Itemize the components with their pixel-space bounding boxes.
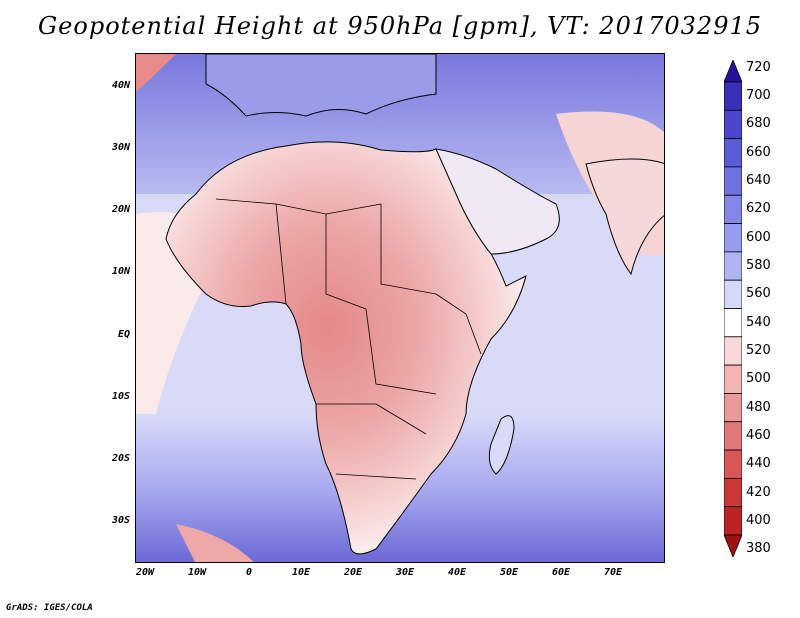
- colorbar-bottom-arrow: [724, 534, 742, 557]
- lat-label-20s: 20S: [111, 453, 130, 464]
- lon-label-20w: 20W: [135, 567, 155, 578]
- chart-title: Geopotential Height at 950hPa [gpm], VT:…: [38, 12, 762, 40]
- colorbar-swatch: [724, 279, 742, 309]
- colorbar-swatch: [724, 449, 742, 479]
- lat-label-40n: 40N: [111, 80, 130, 91]
- map-panel: [135, 53, 665, 563]
- lon-label-60e: 60E: [551, 567, 571, 578]
- colorbar-tick-label: 600: [746, 229, 771, 245]
- lon-label-50e: 50E: [499, 567, 519, 578]
- geopotential-map: [136, 54, 664, 562]
- colorbar-tick-label: 560: [746, 286, 771, 302]
- madagascar: [488, 415, 515, 475]
- colorbar-swatch: [724, 308, 742, 338]
- colorbar-swatch: [724, 421, 742, 451]
- colorbar-swatch: [724, 166, 742, 196]
- colorbar-tick-label: 540: [746, 314, 771, 330]
- lat-label-eq: EQ: [117, 329, 130, 340]
- lon-label-0: 0: [245, 567, 253, 578]
- colorbar-swatch: [724, 506, 742, 536]
- southwest-high-pocket: [176, 524, 254, 562]
- colorbar-tick-label: 460: [746, 427, 771, 443]
- colorbar-tick-label: 620: [746, 201, 771, 217]
- colorbar-swatch: [724, 336, 742, 366]
- india-landmass: [585, 158, 664, 276]
- lat-label-30s: 30S: [111, 515, 130, 526]
- lon-label-40e: 40E: [447, 567, 467, 578]
- colorbar-tick-label: 580: [746, 258, 771, 274]
- colorbar-tick-label: 520: [746, 342, 771, 358]
- colorbar-swatch: [724, 364, 742, 394]
- colorbar-tick-label: 400: [746, 512, 771, 528]
- colorbar-swatch: [724, 81, 742, 111]
- lon-label-30e: 30E: [395, 567, 415, 578]
- europe-landmass: [205, 54, 437, 117]
- colorbar-top-arrow: [724, 60, 742, 83]
- colorbar-tick-label: 700: [746, 88, 771, 104]
- lat-label-30n: 30N: [111, 142, 130, 153]
- colorbar-swatch: [724, 477, 742, 508]
- colorbar-tick-label: 440: [746, 456, 771, 472]
- colorbar-tick-label: 480: [746, 399, 771, 415]
- colorbar: [724, 60, 742, 557]
- lat-label-10n: 10N: [111, 266, 130, 277]
- colorbar-swatch: [724, 393, 742, 423]
- lat-label-10s: 10S: [111, 391, 130, 402]
- colorbar-tick-label: 500: [746, 371, 771, 387]
- colorbar-tick-label: 720: [746, 59, 771, 75]
- colorbar-swatch: [724, 138, 742, 168]
- credit-text: GrADS: IGES/COLA: [6, 603, 93, 613]
- lat-label-20n: 20N: [111, 204, 130, 215]
- lon-label-10e: 10E: [291, 567, 311, 578]
- arabian-peninsula: [435, 148, 560, 255]
- colorbar-swatch: [724, 251, 742, 281]
- colorbar-swatch: [724, 223, 742, 253]
- colorbar-swatch: [724, 194, 742, 224]
- lon-label-10w: 10W: [187, 567, 207, 578]
- colorbar-tick-label: 660: [746, 144, 771, 160]
- lon-label-70e: 70E: [603, 567, 623, 578]
- colorbar-tick-label: 680: [746, 116, 771, 132]
- colorbar-tick-label: 380: [746, 541, 771, 557]
- northwest-high-pocket: [136, 54, 176, 92]
- colorbar-tick-label: 640: [746, 173, 771, 189]
- africa-landmass: [165, 141, 527, 555]
- colorbar-swatch: [724, 109, 742, 140]
- country-borders: [215, 198, 482, 480]
- colorbar-tick-label: 420: [746, 484, 771, 500]
- lon-label-20e: 20E: [343, 567, 363, 578]
